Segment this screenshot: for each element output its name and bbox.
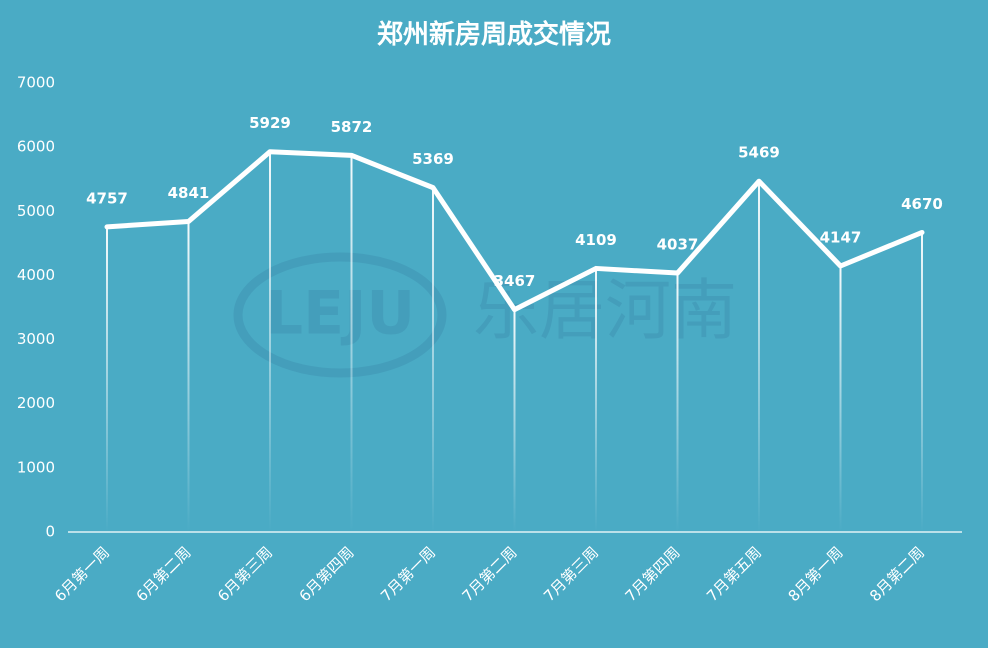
drop-line <box>921 232 923 532</box>
drop-line <box>269 151 271 532</box>
y-tick-label: 1000 <box>17 458 55 476</box>
x-tick-label: 6月第二周 <box>133 543 195 605</box>
x-tick-label: 8月第二周 <box>866 543 928 605</box>
data-label: 4037 <box>657 236 699 254</box>
data-label: 4109 <box>575 231 617 249</box>
chart-title: 郑州新房周成交情况 <box>377 19 611 50</box>
drop-line <box>513 309 516 532</box>
watermark-ring <box>233 252 447 378</box>
data-label: 4757 <box>86 189 128 207</box>
x-tick-label: 7月第一周 <box>377 543 439 605</box>
x-tick-label: 6月第四周 <box>296 543 358 605</box>
data-label: 5469 <box>738 144 780 162</box>
data-label: 5872 <box>331 118 373 136</box>
data-label: 5369 <box>412 150 454 168</box>
y-tick-label: 2000 <box>17 394 55 412</box>
data-label: 5929 <box>249 114 291 132</box>
x-tick-label: 6月第一周 <box>51 543 113 605</box>
drop-line <box>106 226 108 532</box>
line <box>104 149 925 313</box>
drop-line <box>350 155 353 532</box>
y-tick-label: 3000 <box>17 330 55 348</box>
data-label: 4841 <box>168 184 210 202</box>
data-label: 4670 <box>901 195 943 213</box>
data-label: 4147 <box>820 228 862 246</box>
x-tick-label: 6月第三周 <box>214 543 276 605</box>
x-tick-label: 7月第五周 <box>703 543 765 605</box>
drop-line <box>839 265 842 532</box>
y-tick-label: 4000 <box>17 266 55 284</box>
y-tick-label: 6000 <box>17 138 55 156</box>
x-tick-label: 7月第三周 <box>540 543 602 605</box>
x-tick-label: 8月第一周 <box>785 543 847 605</box>
x-tick-label: 7月第四周 <box>622 543 684 605</box>
watermark: LEJU 乐居河南 <box>233 252 737 378</box>
drop-line <box>187 221 190 532</box>
y-tick-label: 0 <box>45 523 55 541</box>
drop-line <box>595 268 597 532</box>
x-tick-label: 7月第二周 <box>459 543 521 605</box>
watermark-logo: LEJU <box>265 279 415 349</box>
y-tick-label: 7000 <box>17 74 55 92</box>
drop-line <box>676 273 679 532</box>
drop-line <box>432 187 434 532</box>
y-tick-label: 5000 <box>17 202 55 220</box>
data-label: 3467 <box>494 272 536 290</box>
drop-line <box>758 181 760 533</box>
